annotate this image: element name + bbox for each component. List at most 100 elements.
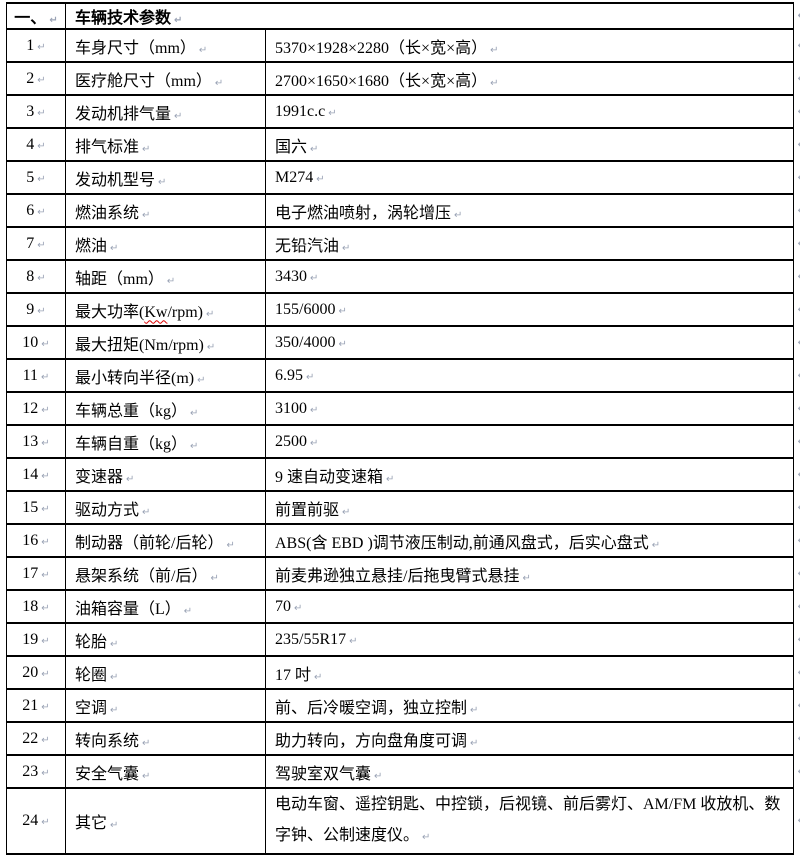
paragraph-mark-icon: ↵ — [310, 143, 319, 155]
param-value-cell: 3100↵ ↵ — [265, 391, 800, 426]
param-label-cell: 车辆自重（kg） ↵ — [65, 424, 266, 459]
row-number-cell: 23 ↵ — [6, 754, 66, 789]
param-label: 排气标准 — [75, 138, 140, 156]
param-value-cell: 3430↵ ↵ — [265, 259, 800, 294]
row-number: 12 — [22, 399, 39, 417]
table-row: 12 ↵ 车辆总重（kg）↵ 3100↵ ↵ — [6, 391, 800, 426]
paragraph-mark-icon: ↵ — [470, 737, 479, 749]
end-of-row-mark-icon: ↵ — [798, 73, 800, 84]
end-of-row-mark-icon: ↵ — [798, 806, 800, 837]
param-label: 驱动方式 — [75, 501, 140, 519]
param-value-cell: 350/4000↵ ↵ — [265, 325, 800, 360]
row-number: 15 — [22, 498, 39, 516]
paragraph-mark-icon: ↵ — [651, 539, 661, 551]
row-number: 13 — [22, 432, 39, 450]
paragraph-mark-icon: ↵ — [214, 77, 224, 89]
paragraph-mark-icon: ↵ — [41, 371, 50, 383]
paragraph-mark-icon: ↵ — [41, 767, 50, 779]
param-value: 前置前驱 — [275, 501, 340, 519]
paragraph-mark-icon: ↵ — [166, 275, 176, 287]
table-row: 15↵ 驱动方式↵ 前置前驱↵ ↵ — [6, 490, 800, 525]
row-number-cell: 6 ↵ — [6, 193, 66, 228]
row-number-cell: 19 ↵ — [6, 622, 66, 657]
paragraph-mark-icon: ↵ — [41, 470, 50, 482]
param-label: 空调 — [75, 699, 108, 717]
param-value-cell: 驾驶室双气囊↵ ↵ — [265, 754, 800, 789]
paragraph-mark-icon: ↵ — [142, 143, 151, 155]
end-of-row-mark-icon: ↵ — [798, 733, 800, 744]
param-value-cell: 9 速自动变速箱↵ ↵ — [265, 457, 800, 492]
param-value: 2500 — [275, 432, 307, 450]
param-value-cell: 235/55R17↵ ↵ — [265, 622, 800, 657]
end-of-row-mark-icon: ↵ — [798, 11, 800, 22]
paragraph-mark-icon: ↵ — [490, 44, 499, 56]
section-header-row: 一、↵ 车辆技术参数↵ ↵ — [6, 2, 800, 30]
param-value-cell: 前麦弗逊独立悬挂/后拖曳臂式悬挂↵ ↵ — [265, 556, 800, 591]
paragraph-mark-icon: ↵ — [210, 572, 219, 584]
row-number-cell: 13 ↵ — [6, 424, 66, 459]
paragraph-mark-icon: ↵ — [37, 140, 46, 152]
end-of-row-mark-icon: ↵ — [798, 568, 800, 579]
table-row: 21↵ 空调↵ 前、后冷暖空调，独立控制↵ ↵ — [6, 688, 800, 723]
param-label: 燃油 — [75, 237, 108, 255]
param-value-cell: 17 吋↵ ↵ — [265, 655, 800, 690]
table-row: 19↵ 轮胎↵ 235/55R17↵ ↵ — [6, 622, 800, 657]
param-value: 350/4000 — [275, 333, 336, 351]
row-number: 8 — [26, 267, 35, 285]
table-row: 13↵ 车辆自重（kg）↵ 2500↵ ↵ — [6, 424, 800, 459]
row-number: 1 — [26, 36, 35, 54]
paragraph-mark-icon: ↵ — [190, 440, 199, 452]
param-label: 最大功率(Kw/rpm) — [75, 303, 203, 321]
param-value: 电动车窗、遥控钥匙、中控锁，后视镜、前后雾灯、AM/FM 收放机、数字钟、公制速… — [275, 796, 781, 844]
paragraph-mark-icon: ↵ — [522, 572, 531, 584]
end-of-row-mark-icon: ↵ — [798, 700, 800, 711]
table-row: 10↵ 最大扭矩(Nm/rpm)↵ 350/4000↵ ↵ — [6, 325, 800, 360]
param-label-cell: 悬架系统（前/后） ↵ — [65, 556, 266, 591]
row-number: 16 — [22, 531, 39, 549]
paragraph-mark-icon: ↵ — [490, 77, 499, 89]
param-value-cell: 电动车窗、遥控钥匙、中控锁，后视镜、前后雾灯、AM/FM 收放机、数字钟、公制速… — [265, 787, 800, 855]
paragraph-mark-icon: ↵ — [342, 506, 351, 518]
param-label: 最大扭矩(Nm/rpm) — [75, 336, 204, 354]
row-number: 23 — [22, 762, 39, 780]
param-label: 转向系统 — [75, 732, 140, 750]
param-value: 前、后冷暖空调，独立控制 — [275, 699, 468, 717]
param-label-cell: 车身尺寸（mm） ↵ — [65, 28, 266, 63]
param-label-cell: 发动机排气量 ↵ — [65, 94, 266, 129]
param-label-cell: 最小转向半径(m) ↵ — [65, 358, 266, 393]
row-number-cell: 17 ↵ — [6, 556, 66, 591]
param-label-cell: 变速器 ↵ — [65, 457, 266, 492]
param-label-cell: 油箱容量（L） ↵ — [65, 589, 266, 624]
paragraph-mark-icon: ↵ — [37, 74, 46, 86]
end-of-row-mark-icon: ↵ — [798, 601, 800, 612]
param-value-cell: 国六↵ ↵ — [265, 127, 800, 162]
param-value-cell: 5370×1928×2280（长×宽×高）↵ ↵ — [265, 28, 800, 63]
paragraph-mark-icon: ↵ — [310, 404, 319, 416]
param-label-cell: 燃油系统 ↵ — [65, 193, 266, 228]
param-value: 6.95 — [275, 366, 303, 384]
row-number-cell: 9 ↵ — [6, 292, 66, 327]
row-number-cell: 15 ↵ — [6, 490, 66, 525]
param-label-cell: 驱动方式 ↵ — [65, 490, 266, 525]
spellcheck-squiggle: Kw — [144, 303, 168, 321]
param-label: 轮圈 — [75, 666, 108, 684]
table-row: 5↵ 发动机型号↵ M274↵ ↵ — [6, 160, 800, 195]
row-number-cell: 3 ↵ — [6, 94, 66, 129]
row-number-cell: 2 ↵ — [6, 61, 66, 96]
param-label-cell: 车辆总重（kg） ↵ — [65, 391, 266, 426]
param-value: 155/6000 — [275, 300, 336, 318]
table-row: 18↵ 油箱容量（L）↵ 70↵ ↵ — [6, 589, 800, 624]
param-label: 燃油系统 — [75, 204, 140, 222]
end-of-row-mark-icon: ↵ — [798, 139, 800, 150]
row-number: 7 — [26, 234, 35, 252]
section-number-cell: 一、 ↵ — [6, 2, 66, 30]
param-value-cell: 助力转向，方向盘角度可调↵ ↵ — [265, 721, 800, 756]
param-label: 制动器（前轮/后轮） — [75, 534, 224, 552]
paragraph-mark-icon: ↵ — [470, 704, 479, 716]
param-value: 1991c.c — [275, 102, 326, 120]
param-value: 70 — [275, 597, 291, 615]
paragraph-mark-icon: ↵ — [328, 107, 337, 119]
row-number-cell: 5 ↵ — [6, 160, 66, 195]
row-number: 17 — [22, 564, 39, 582]
end-of-row-mark-icon: ↵ — [798, 370, 800, 381]
